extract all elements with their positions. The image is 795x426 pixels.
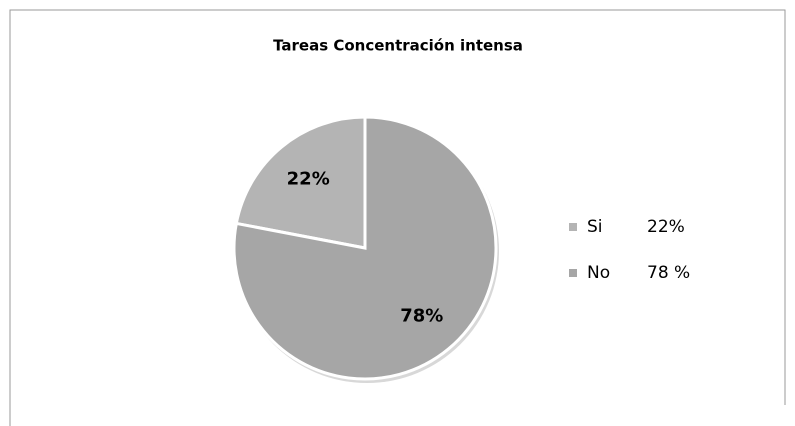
data-label: 78% [400, 306, 443, 327]
legend-marker [569, 269, 577, 277]
legend-value: 22% [647, 217, 685, 237]
pie-slice [234, 115, 367, 250]
legend-value: 78 % [647, 263, 690, 283]
chart-title: Tareas Concentración intensa [273, 37, 523, 55]
legend-label: Si [587, 217, 603, 237]
pie-slice [232, 115, 498, 381]
data-label: 22% [287, 168, 330, 189]
legend-marker [569, 223, 577, 231]
legend-label: No [587, 263, 610, 283]
chart-frame [9, 9, 786, 426]
